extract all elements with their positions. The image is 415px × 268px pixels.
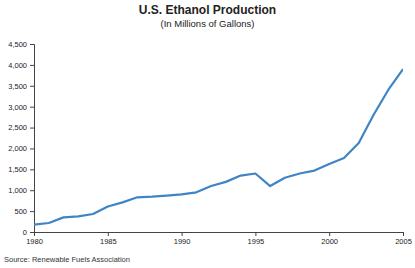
tick: 2,500 [8,123,34,132]
tick-label: 1985 [100,237,117,246]
tick-mark [30,190,34,191]
axis-line [35,233,404,237]
tick: 1,500 [8,165,34,174]
source: Source: Renewable Fuels Association [4,255,130,264]
tick-label: 2005 [395,237,412,246]
tick-label: 3,500 [8,82,27,91]
tick-label: 500 [14,207,27,216]
plot-area [34,69,403,225]
tick-mark [30,65,34,66]
tick-label: 1990 [174,237,191,246]
tick-label: 2000 [321,237,338,246]
tick: 2,000 [8,144,34,153]
tick-label: 4,500 [8,40,27,49]
tick: 1995 [248,232,265,246]
tick-label: 1,500 [8,165,27,174]
x-axis: 1980 1985 1990 1995 2000 2005 [26,232,412,246]
tick-label: 4,000 [8,61,27,70]
data-line [34,69,403,225]
tick-label: 2,000 [8,144,27,153]
tick-mark [329,232,330,236]
tick-label: 1995 [248,237,265,246]
tick-mark [30,128,34,129]
tick-mark [255,232,256,236]
tick-mark [108,232,109,236]
tick-mark [30,232,34,233]
tick-mark [30,44,34,45]
tick-mark [30,211,34,212]
tick-label: 2,500 [8,123,27,132]
tick: 1,000 [8,186,34,195]
tick: 1980 [26,232,43,246]
tick-mark [30,107,34,108]
tick: 4,500 [8,40,34,49]
tick: 2000 [321,232,338,246]
tick: 3,500 [8,82,34,91]
tick: 3,000 [8,103,34,112]
tick-label: 1980 [26,237,43,246]
tick: 0 [23,228,34,237]
tick-mark [30,169,34,170]
tick-label: 3,000 [8,103,27,112]
tick: 500 [14,207,34,216]
tick-mark [30,86,34,87]
subtitle: (In Millions of Gallons) [161,18,255,29]
tick-label: 0 [23,228,27,237]
y-axis: 0 500 1,000 1,500 2,000 2,500 3,000 3,500 4,000 4… [8,40,34,237]
tick: 1985 [100,232,117,246]
tick-mark [182,232,183,236]
axis-line [30,45,35,233]
title: U.S. Ethanol Production [139,3,276,17]
tick-label: 1,000 [8,186,27,195]
tick: 2005 [395,232,412,246]
tick: 1990 [174,232,191,246]
chart: U.S. Ethanol Production(In Millions of G… [0,0,415,268]
tick: 4,000 [8,61,34,70]
tick-mark [403,232,404,236]
tick-mark [30,148,34,149]
